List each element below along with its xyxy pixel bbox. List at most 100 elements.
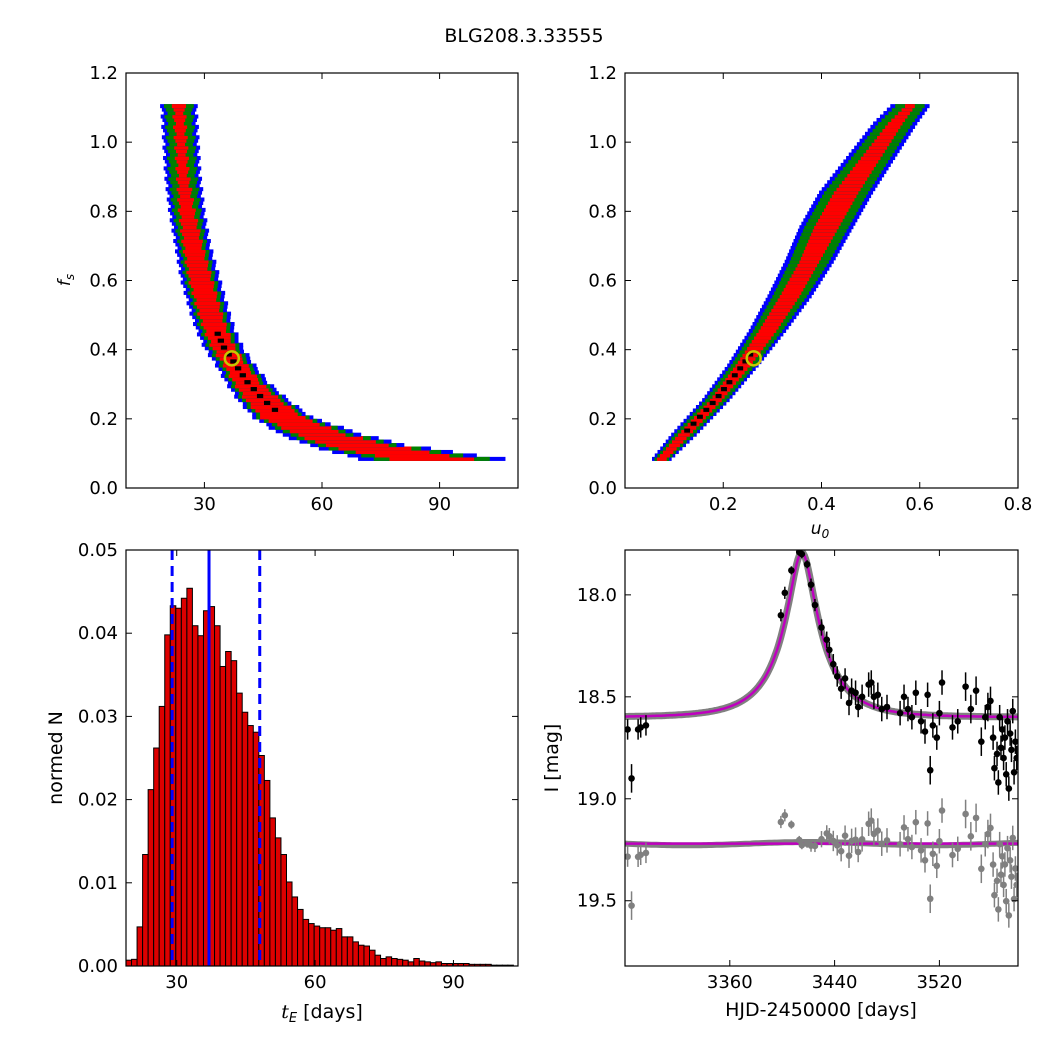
observation-point <box>921 728 929 735</box>
figure-title: BLG208.3.33555 <box>444 25 603 47</box>
observation-point <box>984 703 992 711</box>
u0-fs-sigma1-cell <box>841 180 865 185</box>
u0-fs-sigma1-cell <box>805 245 827 250</box>
tE-histogram-bar <box>324 927 332 967</box>
tE-fs-panel: 30 60 90 0.0 0.2 0.4 0.6 0.8 1.0 1.2 fs <box>55 63 519 515</box>
u0-fs-ytick-label: 0.6 <box>588 271 617 292</box>
tE-histogram-bar <box>125 959 133 967</box>
residual-point <box>981 840 989 848</box>
tE-fs-ylabel: fs <box>55 274 77 286</box>
residual-point <box>625 853 631 860</box>
tE-fs-sigma1-cell <box>281 425 332 430</box>
observation-point <box>1006 730 1014 737</box>
tE-histogram-bar <box>236 692 243 967</box>
u0-fs-sigma1-cell <box>868 145 888 150</box>
u0-fs-sigma1-cell <box>816 221 841 226</box>
tE-fs-sigma1-cell <box>196 304 220 309</box>
tE-fs-sigma1-cell <box>203 325 227 330</box>
tE-histogram-bar <box>413 958 420 967</box>
tE-fs-sigma1-cell <box>200 315 223 320</box>
residual-point <box>867 817 875 824</box>
tE-fs-sigma1-cell <box>172 114 187 119</box>
observation-point <box>823 636 831 644</box>
residual-point <box>1013 881 1018 889</box>
observation-point <box>993 750 1001 758</box>
tE-histogram-bar <box>274 837 282 967</box>
lightcurve-panel: 3360 3440 3520 18.0 18.5 19.0 19.5 HJD-2450000… <box>541 549 1019 1021</box>
tE-fs-sigma1-cell <box>200 322 227 327</box>
residual-point <box>938 807 946 814</box>
observation-point <box>967 705 975 713</box>
residual-point <box>993 877 1001 885</box>
tE-histogram-bar <box>424 961 431 967</box>
u0-fs-sigma1-cell <box>829 197 855 202</box>
tE-fs-best-cell <box>234 366 242 371</box>
u0-fs-sigma1-cell <box>758 328 777 333</box>
tE-histogram-bar <box>297 908 304 967</box>
tE-fs-sigma1-cell <box>184 235 199 240</box>
observation-point <box>917 717 925 725</box>
tE-fs-sigma1-cell <box>193 287 214 292</box>
tE-histogram-bar <box>191 625 199 967</box>
tE-fs-sigma1-cell <box>178 173 187 178</box>
tE-histogram-bar <box>302 918 310 967</box>
tE-fs-sigma1-cell <box>177 142 185 147</box>
observation-point <box>1013 754 1018 762</box>
observation-point <box>900 693 908 701</box>
tE-histogram-bar <box>380 958 387 967</box>
residual-point <box>1012 865 1018 872</box>
u0-fs-sigma1-cell <box>672 439 684 444</box>
tE-histogram-bar <box>269 817 276 967</box>
tE-fs-sigma1-cell <box>374 453 450 458</box>
observation-point <box>874 691 882 699</box>
tE-histogram-bar <box>158 705 166 967</box>
observation-point <box>936 709 943 717</box>
u0-fs-sigma1-cell <box>871 142 890 147</box>
observation-point <box>962 683 969 690</box>
u0-fs-best-cell <box>726 380 733 385</box>
u0-fs-xtick-label: 0.2 <box>709 494 738 515</box>
lightcurve-ytick-label: 19.0 <box>577 789 617 810</box>
u0-fs-sigma1-cell <box>887 121 903 126</box>
tE-histogram-bar <box>219 665 227 967</box>
residual-point <box>989 861 997 868</box>
tE-histogram-ytick-label: 0.02 <box>78 790 118 811</box>
tE-histogram-bar <box>136 926 144 967</box>
tE-fs-sigma1-cell <box>182 249 206 254</box>
observation-point <box>852 689 859 697</box>
u0-fs-sigma1-cell <box>747 346 764 351</box>
lightcurve-ytick-label: 19.5 <box>577 891 617 912</box>
tE-fs-sigma1-cell <box>179 183 189 188</box>
residual-point <box>972 814 980 822</box>
u0-fs-sigma1-cell <box>891 117 906 123</box>
u0-fs-sigma1-cell <box>809 235 833 240</box>
residual-point <box>924 820 931 827</box>
tE-histogram-xtick-label: 90 <box>442 972 465 993</box>
tE-histogram-bar <box>385 956 393 967</box>
tE-fs-best-cell <box>239 373 246 378</box>
tE-histogram-bar <box>131 958 138 967</box>
residual-point <box>642 849 650 857</box>
tE-histogram-xlabel: tE [days] <box>281 1001 363 1026</box>
u0-fs-sigma1-cell <box>787 280 808 285</box>
observation-point <box>1009 707 1017 715</box>
u0-fs-xtick-label: 0.4 <box>807 494 836 515</box>
u0-fs-sigma1-cell <box>812 228 837 233</box>
observation-point <box>1012 738 1018 745</box>
u0-fs-sigma1-cell <box>833 190 859 195</box>
u0-fs-sigma1-cell <box>662 449 674 455</box>
tE-fs-sigma1-cell <box>229 370 252 375</box>
u0-fs-sigma1-cell <box>751 339 769 344</box>
tE-fs-sigma1-cell <box>199 308 220 313</box>
u0-fs-best-cell <box>690 421 697 426</box>
tE-histogram-bar <box>330 929 337 967</box>
u0-fs-sigma1-cell <box>754 335 772 340</box>
residual-point <box>962 810 969 818</box>
observation-point <box>908 713 916 721</box>
u0-fs-best-fit-marker <box>745 350 762 367</box>
tE-histogram-bar <box>241 711 249 967</box>
tE-fs-sigma1-cell <box>180 221 198 226</box>
observation-point <box>798 550 806 558</box>
residual-point <box>908 843 916 851</box>
tE-histogram-bar <box>164 634 171 967</box>
